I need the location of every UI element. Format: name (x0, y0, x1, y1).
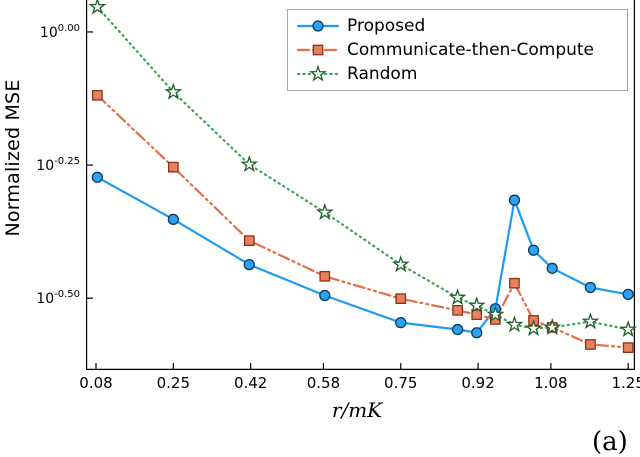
legend-label: Random (347, 64, 418, 84)
caption-fragment: (a) (592, 427, 628, 457)
legend-sample-proposed-icon (296, 20, 340, 32)
x-tick-label: 0.75 (384, 374, 418, 392)
x-tick-label: 1.25 (611, 374, 640, 392)
legend-sample-random-icon (296, 64, 340, 82)
legend-label: Communicate-then-Compute (347, 40, 595, 60)
x-tick-label: 0.08 (79, 374, 113, 392)
legend-label: Proposed (347, 16, 426, 36)
y-tick-label: 100.00 (39, 23, 80, 41)
x-tick-label: 0.25 (156, 374, 191, 392)
legend-entry-random: Random (296, 62, 617, 86)
x-axis-label: r/mK (331, 398, 383, 422)
x-tick-label: 0.42 (233, 374, 268, 392)
legend-sample-communicate-icon (296, 44, 340, 56)
legend-entry-communicate-then-compute: Communicate-then-Compute (296, 38, 617, 62)
x-tick-label: 0.92 (461, 374, 495, 392)
y-tick-label: 10-0.50 (36, 289, 80, 307)
legend: Proposed Communicate-then-Compute Random (287, 9, 628, 91)
x-tick-label: 0.58 (306, 374, 341, 392)
x-tick-label: 1.08 (534, 374, 568, 392)
y-tick-label: 10-0.25 (36, 156, 80, 174)
legend-entry-proposed: Proposed (296, 14, 617, 38)
